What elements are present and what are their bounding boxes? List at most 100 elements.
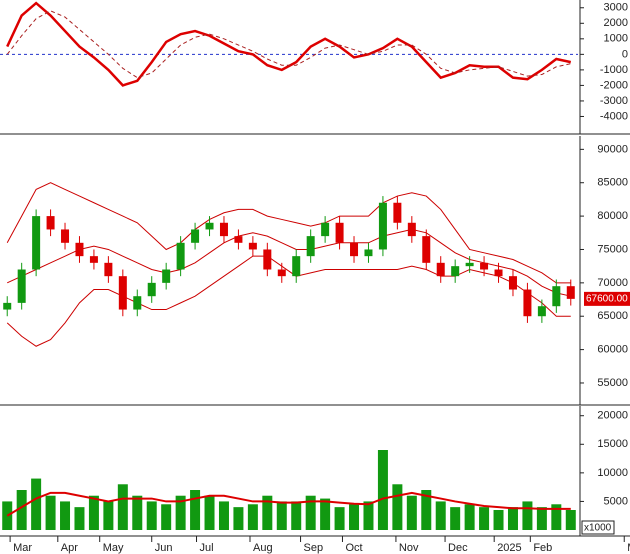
candle-body [176, 242, 185, 270]
candle-body [248, 242, 257, 250]
candle-body [46, 216, 55, 230]
candle-body [89, 256, 98, 263]
volume-bar [117, 484, 128, 530]
volume-bar [522, 501, 533, 530]
bollinger-band [6, 182, 571, 284]
bollinger-band [6, 255, 571, 347]
candle-body [118, 276, 127, 310]
x-tick-label: May [103, 542, 124, 554]
volume-bar [103, 501, 114, 530]
candle-body [335, 222, 344, 243]
volume-bar [204, 495, 215, 530]
volume-bar [565, 510, 576, 530]
candle-body [104, 262, 113, 277]
volume-bar [132, 495, 143, 530]
volume-bar [450, 507, 461, 530]
y-tick-label: 70000 [597, 277, 628, 289]
y-tick-label: 20000 [597, 410, 628, 422]
x-tick-label: Jul [200, 542, 214, 554]
candle-body [480, 262, 489, 270]
candle-body [422, 236, 431, 263]
candle-body [537, 306, 546, 317]
x-tick-label: Nov [399, 542, 419, 554]
volume-bar [349, 504, 360, 530]
candle-body [393, 202, 402, 223]
x-tick-label: Oct [345, 542, 362, 554]
candle-body [451, 266, 460, 277]
x-tick-label: Mar [13, 542, 32, 554]
y-tick-label: 0 [622, 48, 628, 60]
volume-bar [377, 450, 388, 530]
y-tick-label: 60000 [597, 344, 628, 356]
y-tick-label: -2000 [600, 79, 628, 91]
last-price-label: 67600.00 [586, 294, 628, 305]
candle-body [205, 222, 214, 230]
candle-body [133, 296, 142, 310]
y-tick-label: 1000 [604, 33, 628, 45]
last-price-box [584, 291, 630, 306]
volume-bar [218, 501, 229, 530]
volume-bar [161, 504, 172, 530]
candle-body [306, 236, 315, 257]
volume-bar [146, 501, 157, 530]
volume-bar [233, 507, 244, 530]
volume-bar [276, 501, 287, 530]
volume-bar [406, 495, 417, 530]
candle-body [364, 249, 373, 257]
candle-body [3, 302, 12, 310]
candle-body [162, 269, 171, 283]
candle-body [234, 236, 243, 243]
y-tick-label: 3000 [604, 2, 628, 14]
volume-bar [479, 507, 490, 530]
candle-body [321, 222, 330, 237]
candle-body [350, 242, 359, 257]
candle-body [566, 286, 575, 299]
candle-body [61, 229, 70, 243]
candle-body [75, 242, 84, 257]
y-tick-label: 80000 [597, 210, 628, 222]
y-tick-label: 90000 [597, 143, 628, 155]
volume-bar [31, 478, 42, 530]
volume-bar [464, 504, 475, 530]
volume-bar [16, 490, 27, 530]
candle-body [378, 202, 387, 250]
candle-body [436, 262, 445, 277]
volume-bar [392, 484, 403, 530]
volume-bar [363, 501, 374, 530]
volume-average [6, 491, 571, 517]
candle-body [32, 216, 41, 270]
volume-bar [435, 501, 446, 530]
y-tick-label: -1000 [600, 64, 628, 76]
candle-body [263, 249, 272, 270]
volume-bar [74, 507, 85, 530]
volume-bar [291, 501, 302, 530]
x-tick-label: Aug [253, 542, 273, 554]
candle-body [494, 269, 503, 277]
x-tick-label: 2025 [497, 542, 521, 554]
y-unit-label: x1000 [584, 523, 612, 534]
candle-body [523, 289, 532, 317]
volume-bar [60, 501, 71, 530]
y-tick-label: 75000 [597, 243, 628, 255]
candle-body [277, 269, 286, 277]
bollinger-band [7, 228, 571, 297]
y-tick-label: 15000 [597, 438, 628, 450]
candle-body [552, 286, 561, 307]
volume-bar [45, 495, 56, 530]
candle-body [465, 262, 474, 267]
y-tick-label: 55000 [597, 377, 628, 389]
volume-bar [305, 495, 316, 530]
candle-body [407, 222, 416, 237]
volume-bar [493, 510, 504, 530]
volume-bar [320, 498, 331, 530]
volume-bar [247, 504, 258, 530]
volume-bar [507, 507, 518, 530]
volume-bar [88, 495, 99, 530]
y-tick-label: -3000 [600, 95, 628, 107]
volume-bar [334, 507, 345, 530]
x-tick-label: Feb [533, 542, 552, 554]
macd-line [6, 10, 571, 79]
y-tick-label: 5000 [604, 495, 628, 507]
